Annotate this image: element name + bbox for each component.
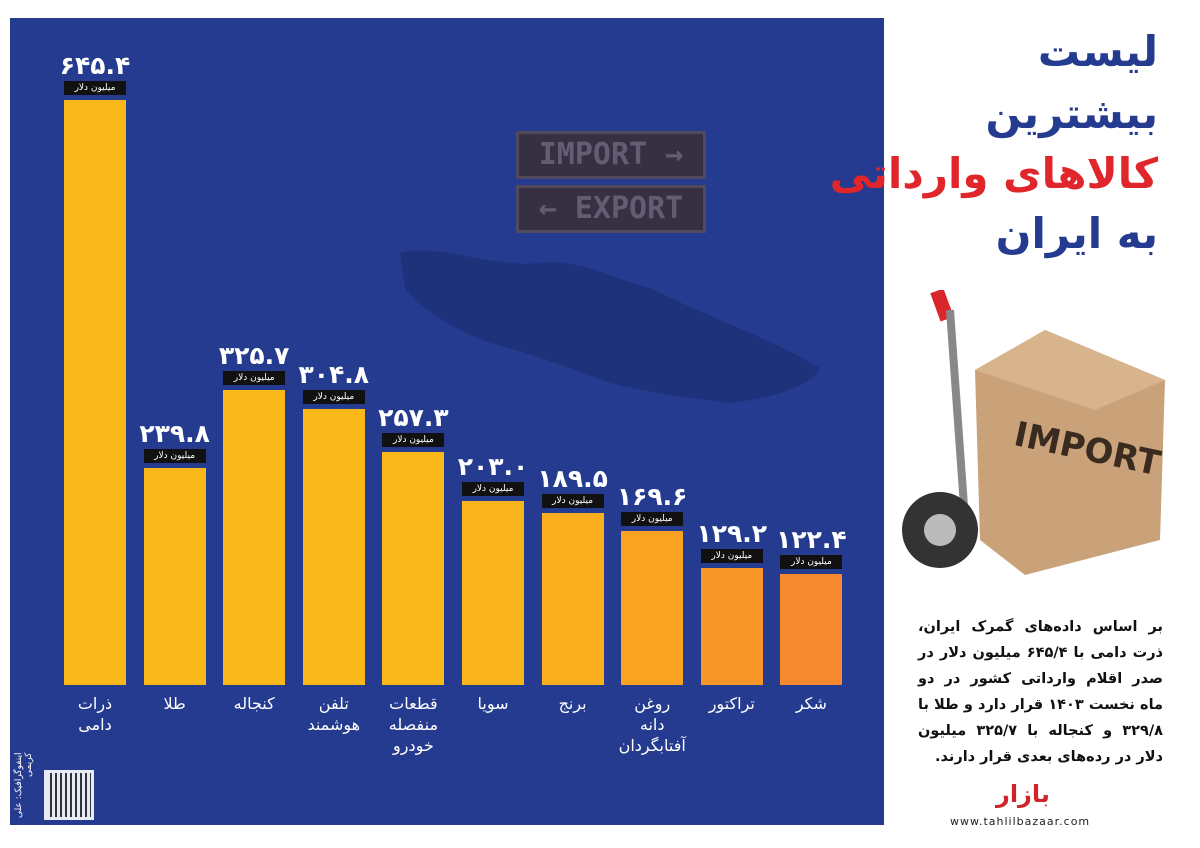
value-label: ۲۳۹.۸ <box>139 418 210 448</box>
title-line: لیست <box>1037 27 1158 76</box>
category-label: تلفن هوشمند <box>307 694 361 734</box>
value-label: ۲۰۳.۰ <box>457 451 529 481</box>
unit-label: میلیون دلار <box>780 555 843 570</box>
category-label: ذرات دامی <box>77 694 113 734</box>
description: بر اساس داده‌های گمرک ایران، ذرت دامی با… <box>918 619 1164 765</box>
unit-label: میلیون دلار <box>143 448 206 463</box>
qr-code <box>44 770 94 820</box>
category-label: روغن دانه آفتابگردان <box>618 694 686 755</box>
unit-label: میلیون دلار <box>302 389 365 404</box>
bar <box>223 389 286 685</box>
unit-label: میلیون دلار <box>382 432 445 447</box>
title-line: به ایران <box>995 209 1158 258</box>
category-label: تراکتور <box>708 694 755 713</box>
unit-label: میلیون دلار <box>64 81 126 95</box>
bar <box>143 467 206 685</box>
bar <box>780 574 843 685</box>
category-label: طلا <box>163 694 186 713</box>
title-line: کالاهای وارداتی <box>829 149 1158 198</box>
category-label: سویا <box>477 694 509 713</box>
credit: اینفوگرافیک: علی کریمی <box>14 753 34 819</box>
bar <box>541 513 604 685</box>
bar <box>64 100 126 685</box>
bar <box>382 451 445 685</box>
map-silhouette <box>400 250 820 403</box>
unit-label: میلیون دلار <box>462 481 524 496</box>
cart-illustration: IMPORT <box>902 290 1165 575</box>
bar <box>621 531 684 685</box>
value-label: ۳۰۴.۸ <box>298 359 370 389</box>
value-label: ۳۲۵.۷ <box>218 340 290 370</box>
bar <box>462 500 524 685</box>
value-label: ۲۵۷.۳ <box>378 402 449 432</box>
import-sign: IMPORT → <box>516 131 706 179</box>
brand-name: بازار <box>996 780 1050 808</box>
unit-label: میلیون دلار <box>223 370 286 385</box>
unit-label: میلیون دلار <box>621 512 684 527</box>
unit-label: میلیون دلار <box>700 548 763 563</box>
category-label: شکر <box>795 694 827 713</box>
value-label: ۱۶۹.۶ <box>616 482 688 512</box>
category-label: برنج <box>558 694 587 713</box>
value-label: ۱۲۲.۴ <box>776 525 847 555</box>
category-label: کنجاله <box>233 694 275 713</box>
bar <box>700 567 763 685</box>
bar <box>302 408 365 685</box>
title-line: بیشترین <box>985 89 1159 138</box>
category-label: قطعات منفصله خودرو <box>388 694 439 755</box>
value-label: ۱۸۹.۵ <box>537 464 608 494</box>
unit-label: میلیون دلار <box>541 494 604 509</box>
brand-url: www.tahlilbazaar.com <box>950 815 1091 828</box>
export-sign: ← EXPORT <box>516 185 706 233</box>
value-label: ۱۲۹.۲ <box>696 518 768 548</box>
value-label: ۶۴۵.۴ <box>59 51 131 80</box>
chart-panel: IMPORT → ← EXPORT اینفوگرافیک: علی کریمی… <box>10 18 884 825</box>
